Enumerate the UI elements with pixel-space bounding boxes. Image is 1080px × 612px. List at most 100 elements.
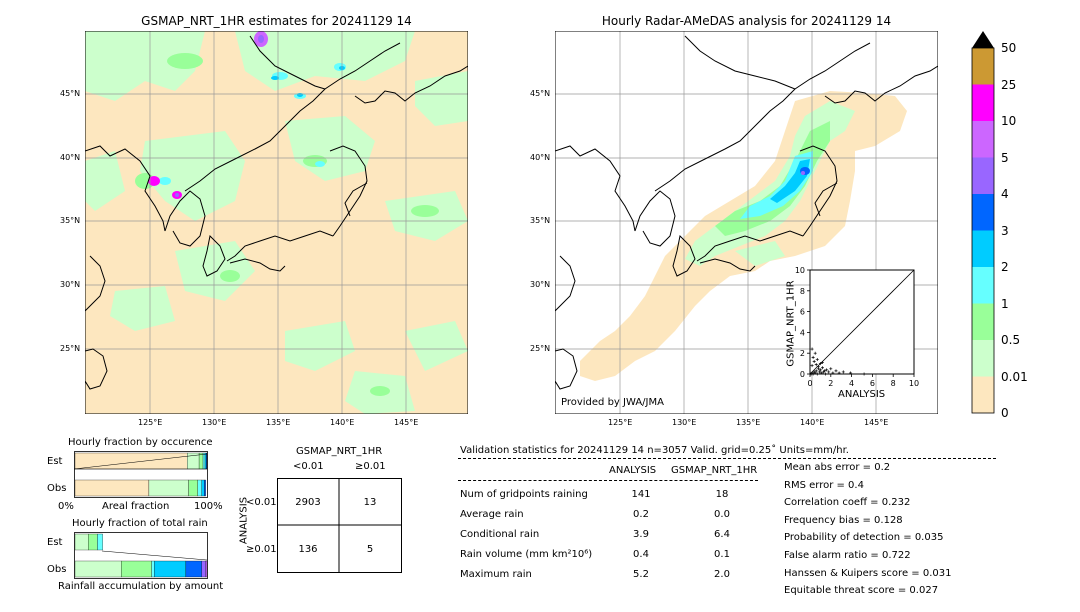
scatter-xtick-label: 10 (909, 379, 919, 388)
scatter-point (813, 371, 817, 375)
stacked-bar-segment (188, 479, 198, 497)
scatter-ytick-label: 8 (800, 287, 805, 296)
validation-score: False alarm ratio = 0.722 (784, 550, 911, 561)
validation-row-gsmap: 2.0 (714, 569, 730, 580)
right-lat-label-40: 40°N (530, 153, 551, 162)
scatter-point (827, 370, 831, 374)
right-lat-label-35: 35°N (530, 216, 551, 225)
scatter-point (814, 363, 818, 367)
scatter-point (815, 372, 819, 376)
scatter-xtick-label: 8 (891, 379, 896, 388)
rain-fraction-title: Hourly fraction of total rain (72, 518, 208, 529)
left-lon-label-145: 145°E (394, 418, 419, 427)
colorbar-label: 3 (1001, 223, 1009, 238)
rain-fraction-chart (74, 532, 208, 579)
scatter-point (825, 368, 829, 372)
scatter-ytick-label: 10 (795, 266, 805, 275)
scatter-point (814, 369, 818, 373)
occurence-obs-label: Obs (47, 483, 67, 494)
validation-table-divider (458, 480, 758, 481)
stacked-bar-segment (202, 452, 206, 470)
left-lon-label-135: 135°E (266, 418, 291, 427)
scatter-ytick-label: 4 (800, 328, 805, 337)
colorbar-segment (972, 84, 994, 121)
scatter-diagonal (809, 269, 915, 375)
left-map-coastline (85, 35, 468, 390)
colorbar-segment (972, 340, 994, 377)
scatter-point (818, 362, 822, 366)
scatter-point (849, 371, 853, 375)
stacked-bar-segment (74, 533, 89, 551)
stacked-bar-segment (204, 479, 206, 497)
scatter-point (834, 369, 838, 373)
validation-row-label: Conditional rain (460, 529, 540, 540)
colorbar-label: 50 (1001, 41, 1017, 55)
right-lat-label-25: 25°N (530, 344, 551, 353)
validation-row-analysis: 141 (631, 489, 651, 500)
validation-row-analysis: 0.4 (633, 549, 649, 560)
right-lon-label-125: 125°E (608, 418, 633, 427)
map-credit: Provided by JWA/JMA (561, 397, 664, 408)
scatter-point (811, 355, 815, 359)
stacked-bar-segment (201, 479, 205, 497)
colorbar-segment (972, 267, 994, 304)
occurence-x-right: 100% (194, 501, 223, 512)
colorbar-extend-arrow (972, 31, 994, 48)
scatter-point (823, 369, 827, 373)
validation-row-label: Average rain (460, 509, 524, 520)
colorbar-segment (972, 48, 994, 85)
validation-header: Validation statistics for 20241129 14 n=… (460, 445, 849, 456)
stacked-bar-segment (198, 452, 204, 470)
contingency-row-ge: ≥0.01 (246, 544, 277, 555)
rain-fraction-obs-label: Obs (47, 564, 67, 575)
scatter-point (862, 372, 866, 376)
colorbar-label: 4 (1001, 187, 1009, 201)
contingency-cell-b: 13 (363, 497, 377, 508)
contingency-col-lt: <0.01 (293, 461, 324, 472)
validation-row-label: Rain volume (mm km²10⁶) (460, 549, 593, 560)
rain-fraction-xlabel: Rainfall accumulation by amount (58, 581, 224, 592)
occurence-est-label: Est (47, 456, 63, 467)
stacked-bar-segment (185, 560, 202, 578)
scatter-point (817, 370, 821, 374)
validation-score: Mean abs error = 0.2 (784, 462, 891, 473)
stacked-bar-segment (88, 533, 98, 551)
right-lon-label-130: 130°E (672, 418, 697, 427)
scatter-point (813, 351, 817, 355)
contingency-cell-a: 2903 (295, 497, 321, 508)
scatter-point (820, 361, 824, 365)
contingency-row-lt: <0.01 (246, 497, 277, 508)
validation-row-analysis: 5.2 (633, 569, 649, 580)
right-lon-label-135: 135°E (736, 418, 761, 427)
stacked-bar-segment (74, 560, 122, 578)
scatter-points (809, 347, 866, 376)
stacked-bar-segment (197, 479, 202, 497)
validation-row-analysis: 3.9 (633, 529, 649, 540)
left-lon-label-140: 140°E (330, 418, 355, 427)
validation-score: Frequency bias = 0.128 (784, 514, 903, 526)
left-lat-label-45: 45°N (60, 89, 81, 98)
validation-score: RMS error = 0.4 (784, 479, 864, 491)
left-lat-label-40: 40°N (60, 153, 81, 162)
scatter-inset: 0 2 4 6 8 10 0 2 4 6 8 10 (795, 266, 919, 388)
left-map-grid (85, 31, 468, 414)
scatter-point (810, 347, 814, 351)
validation-row-gsmap: 0.0 (714, 509, 730, 520)
contingency-cell-c: 136 (298, 544, 318, 555)
scatter-ytick-label: 0 (800, 370, 805, 379)
scatter-point (815, 357, 819, 361)
occurence-x-left: 0% (58, 501, 74, 512)
scatter-ytick-label: 2 (800, 349, 805, 358)
rain-fraction-est-label: Est (47, 537, 63, 548)
stacked-bar-segment (154, 560, 187, 578)
scatter-xlabel: ANALYSIS (838, 389, 886, 400)
scatter-point (837, 371, 841, 375)
left-lon-label-130: 130°E (202, 418, 227, 427)
right-map-rain-violet (801, 171, 805, 175)
colorbar-segment (972, 157, 994, 194)
left-map-rain-heavy (148, 31, 268, 199)
contingency-cell-d: 5 (366, 544, 374, 555)
scatter-ytick-label: 6 (800, 308, 805, 317)
scatter-point (819, 371, 823, 375)
stacked-bar-segment (151, 560, 155, 578)
